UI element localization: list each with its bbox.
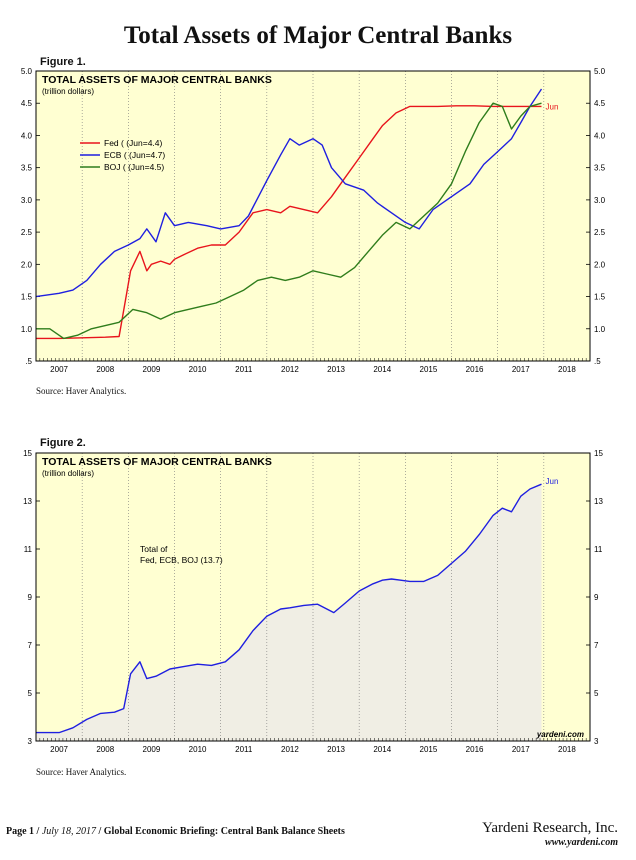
footer-date: July 18, 2017	[41, 826, 96, 837]
figure-1-chart: .5 .5 1.0 1.0 1.5 1.5 2.0 2.0 2.5 2.5 3.0 3.0 3.5 3.5…	[21, 67, 606, 374]
x-tick-label: 2018	[558, 365, 576, 374]
footer-company: Yardeni Research, Inc.	[482, 820, 618, 836]
y-tick-label-left: 3	[28, 737, 33, 746]
y-tick-label-left: 7	[28, 641, 33, 650]
x-tick-label: 2015	[420, 745, 438, 754]
y-tick-label-right: 3.0	[594, 196, 606, 205]
area-fill	[36, 484, 542, 741]
watermark: yardeni.com	[536, 730, 584, 739]
page-title: Total Assets of Major Central Banks	[123, 22, 513, 49]
x-tick-label: 2013	[327, 745, 345, 754]
x-tick-label: 2010	[189, 365, 207, 374]
x-tick-label: 2008	[96, 365, 114, 374]
y-tick-label-right: 4.5	[594, 99, 606, 108]
y-tick-label-right: 13	[594, 497, 603, 506]
x-tick-label: 2017	[512, 365, 530, 374]
footer-briefing: Global Economic Briefing: Central Bank B…	[103, 826, 345, 837]
y-tick-label-right: 1.0	[594, 325, 606, 334]
y-tick-label-right: 2.5	[594, 228, 606, 237]
footer-page: Page 1	[6, 826, 35, 837]
x-tick-label: 2012	[281, 365, 299, 374]
y-tick-label-right: 11	[594, 545, 603, 554]
y-tick-label-right: 5	[594, 689, 599, 698]
footer-url: www.yardeni.com	[545, 837, 618, 848]
x-tick-label: 2015	[420, 365, 438, 374]
y-tick-label-left: 13	[23, 497, 32, 506]
legend-label-ecb: ECB ( (Jun=4.7)	[104, 150, 165, 160]
y-tick-label-left: 2.0	[21, 260, 33, 269]
x-tick-label: 2011	[235, 745, 253, 754]
y-tick-label-left: 4.5	[21, 99, 33, 108]
x-tick-label: 2016	[466, 745, 484, 754]
series-line-ecb	[35, 88, 543, 298]
y-tick-label-right: 3.5	[594, 164, 606, 173]
plot-frame	[35, 70, 591, 362]
x-tick-label: 2010	[189, 745, 207, 754]
y-tick-label-right: 15	[594, 449, 603, 458]
y-tick-label-left: 1.5	[21, 293, 33, 302]
chart-title: TOTAL ASSETS OF MAJOR CENTRAL BANKS	[42, 456, 272, 468]
series-line-boj	[36, 102, 542, 340]
series-line-fed	[36, 105, 542, 340]
x-tick-label: 2008	[96, 745, 114, 754]
y-tick-label-left: 3.5	[21, 164, 33, 173]
y-tick-label-left: 2.5	[21, 228, 33, 237]
y-tick-label-right: 2.0	[594, 260, 606, 269]
x-tick-label: 2017	[512, 745, 530, 754]
y-tick-label-right: 1.5	[594, 293, 606, 302]
footer-left: Page 1 / July 18, 2017 / Global Economic…	[6, 826, 345, 837]
x-tick-label: 2011	[235, 365, 253, 374]
x-tick-label: 2016	[466, 365, 484, 374]
x-tick-label: 2009	[143, 745, 161, 754]
x-tick-label: 2007	[50, 365, 68, 374]
figure-2-chart: 3 3 5 5 7 7 9 9 11 11 13 13 15 15 2007 2008 2009 2010 2011…	[23, 449, 603, 754]
x-tick-label: 2007	[50, 745, 68, 754]
y-tick-label-right: 7	[594, 641, 599, 650]
y-tick-label-left: 1.0	[21, 325, 33, 334]
y-tick-label-left: 3.0	[21, 196, 33, 205]
legend-label-boj: BOJ ( (Jun=4.5)	[104, 162, 164, 172]
end-label-jun: Jun	[546, 102, 559, 111]
x-tick-label: 2009	[143, 365, 161, 374]
y-tick-label-left: 5.0	[21, 67, 33, 76]
figure-1-source: Source: Haver Analytics.	[36, 386, 127, 396]
x-tick-label: 2018	[558, 745, 576, 754]
y-tick-label-right: 4.0	[594, 131, 606, 140]
end-label-jun: Jun	[546, 477, 559, 486]
series-line-total-of-fed-ecb-boj	[36, 483, 542, 734]
y-tick-label-left: 15	[23, 449, 32, 458]
x-tick-label: 2014	[373, 745, 391, 754]
plot-frame	[35, 452, 591, 742]
figure-2-source: Source: Haver Analytics.	[36, 767, 127, 777]
y-tick-label-left: .5	[25, 357, 32, 366]
y-tick-label-left: 4.0	[21, 131, 33, 140]
y-tick-label-right: 5.0	[594, 67, 606, 76]
chart-title: TOTAL ASSETS OF MAJOR CENTRAL BANKS	[42, 74, 272, 86]
y-tick-label-left: 5	[28, 689, 33, 698]
figure-1-label: Figure 1.	[40, 56, 86, 68]
x-tick-label: 2014	[373, 365, 391, 374]
annotation-line-1: Total of	[140, 544, 168, 554]
annotation-line-2: Fed, ECB, BOJ (13.7)	[140, 555, 223, 565]
chart-subtitle: (trillion dollars)	[42, 87, 94, 96]
footer-right: Yardeni Research, Inc. www.yardeni.com	[482, 820, 618, 848]
x-tick-label: 2013	[327, 365, 345, 374]
y-tick-label-right: 3	[594, 737, 599, 746]
y-tick-label-left: 9	[28, 593, 33, 602]
y-tick-label-right: 9	[594, 593, 599, 602]
y-tick-label-right: .5	[594, 357, 601, 366]
figure-2-label: Figure 2.	[40, 437, 86, 449]
chart-subtitle: (trillion dollars)	[42, 469, 94, 478]
legend-label-fed: Fed ( (Jun=4.4)	[104, 138, 163, 148]
y-tick-label-left: 11	[24, 545, 33, 554]
x-tick-label: 2012	[281, 745, 299, 754]
